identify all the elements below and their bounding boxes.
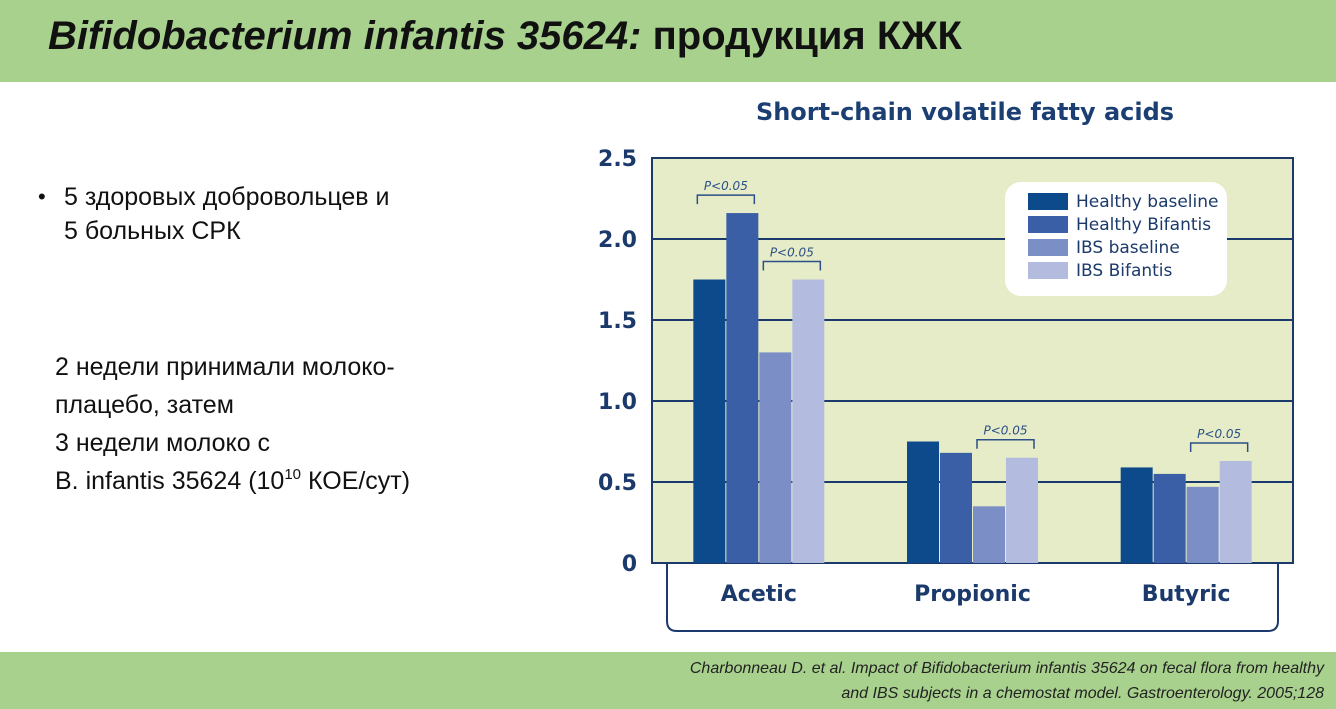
- legend-swatch: [1028, 239, 1068, 256]
- footer-bar: Charbonneau D. et al. Impact of Bifidoba…: [0, 652, 1336, 709]
- description-line: B. infantis 35624 (1010 КОЕ/сут): [55, 462, 535, 500]
- bullet-line: 5 больных СРК: [64, 217, 241, 245]
- citation-line: Charbonneau D. et al. Impact of Bifidoba…: [689, 660, 1324, 677]
- bar: [973, 506, 1005, 563]
- dose-exponent: 10: [284, 466, 302, 483]
- title-species: Bifidobacterium infantis 35624:: [48, 14, 642, 58]
- slide-title: Bifidobacterium infantis 35624: продукци…: [48, 8, 962, 64]
- bullet-line: 5 здоровых добровольцев и: [64, 183, 390, 211]
- legend-label: Healthy Bifantis: [1076, 215, 1211, 235]
- legend: Healthy baseline Healthy Bifantis IBS base…: [1005, 182, 1227, 296]
- bullet-text: 5 здоровых добровольцев и 5 больных СРК: [64, 180, 508, 248]
- significance-label: P<0.05: [983, 424, 1027, 438]
- bullet-item: • 5 здоровых добровольцев и 5 больных СР…: [38, 180, 508, 248]
- significance-bracket: [1189, 442, 1249, 452]
- bar: [1006, 457, 1038, 563]
- category-axis-frame: [666, 563, 1279, 632]
- y-tick-label: 1.0: [598, 390, 637, 415]
- bar: [1186, 486, 1219, 563]
- y-tick-label: 1.5: [598, 309, 637, 334]
- x-tick-label: Butyric: [1142, 582, 1231, 607]
- bar: [1219, 460, 1252, 563]
- citation-line: and IBS subjects in a chemostat model. G…: [841, 685, 1324, 702]
- legend-swatch: [1028, 193, 1068, 210]
- dose-unit: КОЕ/сут): [301, 467, 411, 495]
- bar: [907, 441, 939, 563]
- title-topic: продукция КЖК: [641, 14, 962, 58]
- study-description: 2 недели принимали молоко- плацебо, зате…: [55, 348, 535, 500]
- significance-bracket: [696, 194, 756, 205]
- significance-bracket: [976, 438, 1035, 449]
- x-tick-label: Acetic: [721, 582, 797, 607]
- legend-label: IBS baseline: [1076, 238, 1180, 258]
- significance-label: P<0.05: [770, 246, 814, 260]
- legend-swatch: [1028, 216, 1068, 233]
- bullet-icon: •: [38, 184, 46, 209]
- y-tick-label: 2.0: [598, 228, 637, 253]
- description-line: плацебо, затем: [55, 391, 234, 419]
- y-tick-label: 2.5: [598, 147, 637, 172]
- y-tick-label: 0: [622, 552, 637, 577]
- chart-title: Short-chain volatile fatty acids: [756, 98, 1174, 126]
- description-line: 2 недели принимали молоко-: [55, 353, 395, 381]
- bar: [940, 452, 972, 563]
- bar: [726, 213, 759, 563]
- description-line: 3 недели молоко с: [55, 429, 271, 457]
- citation: Charbonneau D. et al. Impact of Bifidoba…: [690, 656, 1324, 706]
- bar: [792, 279, 825, 563]
- significance-bracket: [762, 260, 822, 271]
- title-bar: Bifidobacterium infantis 35624: продукци…: [0, 0, 1336, 82]
- bar: [1120, 467, 1153, 563]
- scfa-bar-chart: Short-chain volatile fatty acids 0 0.5 1.0 1…: [598, 98, 1294, 632]
- legend-swatch: [1028, 262, 1068, 279]
- bar: [759, 352, 792, 563]
- legend-label: IBS Bifantis: [1076, 261, 1173, 281]
- x-tick-label: Propionic: [914, 582, 1031, 607]
- bar: [693, 279, 726, 563]
- chart-container: Short-chain volatile fatty acids 0 0.5 1.0 1…: [585, 90, 1305, 640]
- dose-text: B. infantis 35624 (10: [55, 467, 285, 495]
- bar: [1153, 473, 1186, 563]
- significance-label: P<0.05: [704, 179, 748, 193]
- legend-label: Healthy baseline: [1076, 192, 1219, 212]
- y-tick-label: 0.5: [598, 471, 637, 496]
- significance-label: P<0.05: [1197, 427, 1241, 441]
